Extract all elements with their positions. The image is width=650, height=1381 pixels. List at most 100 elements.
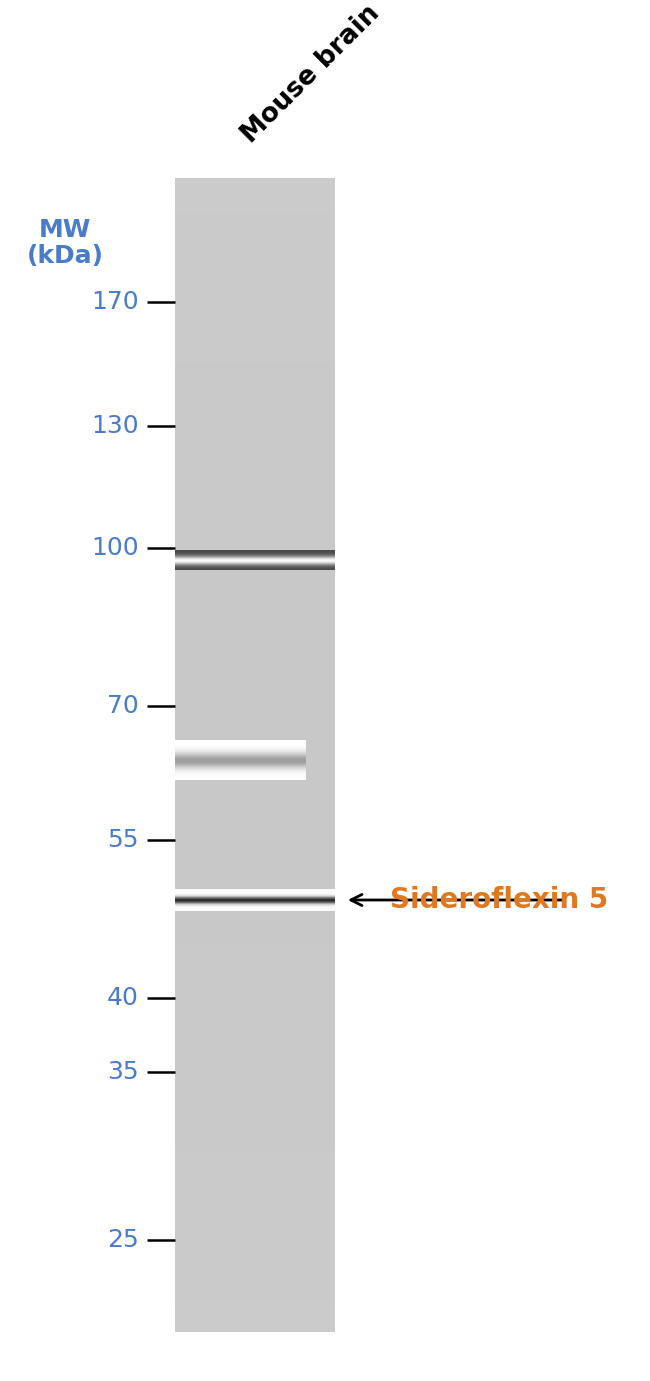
- Bar: [175, 932, 335, 936]
- Bar: [175, 967, 335, 971]
- Bar: [175, 1090, 335, 1094]
- Bar: [175, 293, 335, 297]
- Bar: [175, 478, 335, 482]
- Bar: [175, 758, 335, 762]
- Bar: [175, 590, 335, 594]
- Bar: [175, 1182, 335, 1186]
- Bar: [175, 635, 335, 639]
- Bar: [175, 1329, 335, 1333]
- Bar: [175, 824, 335, 829]
- Bar: [175, 267, 335, 271]
- Bar: [175, 1279, 335, 1282]
- Bar: [175, 1266, 335, 1271]
- Bar: [175, 251, 335, 255]
- Bar: [175, 182, 335, 185]
- Bar: [175, 525, 335, 528]
- Bar: [175, 801, 335, 805]
- Bar: [175, 751, 335, 755]
- Bar: [175, 202, 335, 204]
- Bar: [175, 1167, 335, 1171]
- Bar: [175, 1010, 335, 1012]
- Bar: [175, 336, 335, 340]
- Bar: [175, 1221, 335, 1225]
- Bar: [175, 512, 335, 516]
- Bar: [175, 702, 335, 704]
- Bar: [175, 1040, 335, 1044]
- Bar: [175, 936, 335, 939]
- Bar: [175, 1197, 335, 1201]
- Bar: [175, 355, 335, 359]
- Bar: [175, 682, 335, 686]
- Bar: [175, 848, 335, 851]
- Bar: [175, 282, 335, 286]
- Bar: [175, 271, 335, 275]
- Bar: [175, 467, 335, 471]
- Bar: [175, 704, 335, 708]
- Bar: [175, 258, 335, 262]
- Bar: [175, 1005, 335, 1010]
- Bar: [175, 1163, 335, 1167]
- Bar: [175, 1186, 335, 1189]
- Bar: [175, 1297, 335, 1301]
- Bar: [175, 670, 335, 674]
- Bar: [175, 1027, 335, 1032]
- Bar: [175, 428, 335, 432]
- Bar: [175, 178, 335, 182]
- Bar: [175, 1171, 335, 1174]
- Bar: [175, 255, 335, 258]
- Bar: [175, 624, 335, 628]
- Bar: [175, 1105, 335, 1109]
- Bar: [175, 1206, 335, 1208]
- Bar: [175, 394, 335, 398]
- Bar: [175, 1132, 335, 1135]
- Bar: [175, 316, 335, 320]
- Bar: [175, 452, 335, 454]
- Bar: [175, 516, 335, 521]
- Bar: [175, 344, 335, 347]
- Bar: [175, 236, 335, 239]
- Bar: [175, 1309, 335, 1313]
- Bar: [175, 878, 335, 882]
- Bar: [175, 713, 335, 717]
- Bar: [175, 185, 335, 189]
- Bar: [175, 1032, 335, 1036]
- Bar: [175, 697, 335, 702]
- Bar: [175, 693, 335, 697]
- Bar: [175, 247, 335, 251]
- Bar: [175, 363, 335, 366]
- Bar: [175, 1047, 335, 1051]
- Bar: [175, 579, 335, 581]
- Bar: [175, 775, 335, 778]
- Bar: [175, 1305, 335, 1309]
- Bar: [175, 409, 335, 413]
- Bar: [175, 650, 335, 655]
- Bar: [175, 398, 335, 400]
- Text: Mouse brain: Mouse brain: [237, 0, 385, 148]
- Bar: [175, 413, 335, 417]
- Bar: [175, 1247, 335, 1251]
- Bar: [175, 724, 335, 728]
- Bar: [175, 971, 335, 974]
- Bar: [175, 986, 335, 990]
- Bar: [175, 1128, 335, 1132]
- Bar: [175, 620, 335, 624]
- Bar: [175, 732, 335, 736]
- Bar: [175, 755, 335, 758]
- Bar: [175, 1044, 335, 1047]
- Bar: [175, 782, 335, 786]
- Text: 70: 70: [107, 695, 139, 718]
- Bar: [175, 1255, 335, 1259]
- Bar: [175, 1063, 335, 1066]
- Bar: [175, 566, 335, 570]
- Bar: [175, 1217, 335, 1221]
- Bar: [175, 297, 335, 301]
- Bar: [175, 678, 335, 682]
- Bar: [175, 952, 335, 956]
- Bar: [175, 885, 335, 889]
- Bar: [175, 902, 335, 905]
- Bar: [175, 340, 335, 344]
- Bar: [175, 812, 335, 816]
- Text: MW
(kDa): MW (kDa): [27, 218, 103, 268]
- Bar: [175, 562, 335, 566]
- Bar: [175, 1074, 335, 1079]
